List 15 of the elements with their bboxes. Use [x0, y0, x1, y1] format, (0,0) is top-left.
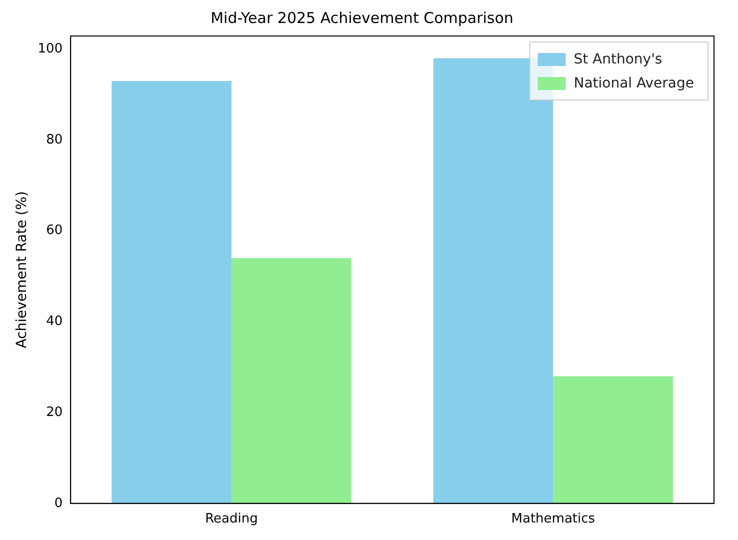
y-tick-label: 100 [38, 42, 63, 57]
y-tick-label: 60 [46, 223, 63, 238]
x-tick-label: Mathematics [511, 512, 596, 527]
y-tick-label: 0 [54, 496, 63, 511]
x-tick-label: Reading [205, 512, 258, 527]
y-tick-label: 20 [46, 404, 63, 420]
bar [231, 258, 352, 504]
y-tick-label: 40 [46, 314, 63, 330]
legend-label: National Average [574, 76, 694, 92]
chart-title: Mid-Year 2025 Achievement Comparison [210, 8, 514, 27]
y-tick-label: 80 [46, 132, 63, 148]
bar [553, 376, 673, 504]
y-axis-title: Achievement Rate (%) [14, 191, 30, 348]
legend-label: St Anthony's [574, 52, 662, 68]
bar [112, 80, 232, 504]
